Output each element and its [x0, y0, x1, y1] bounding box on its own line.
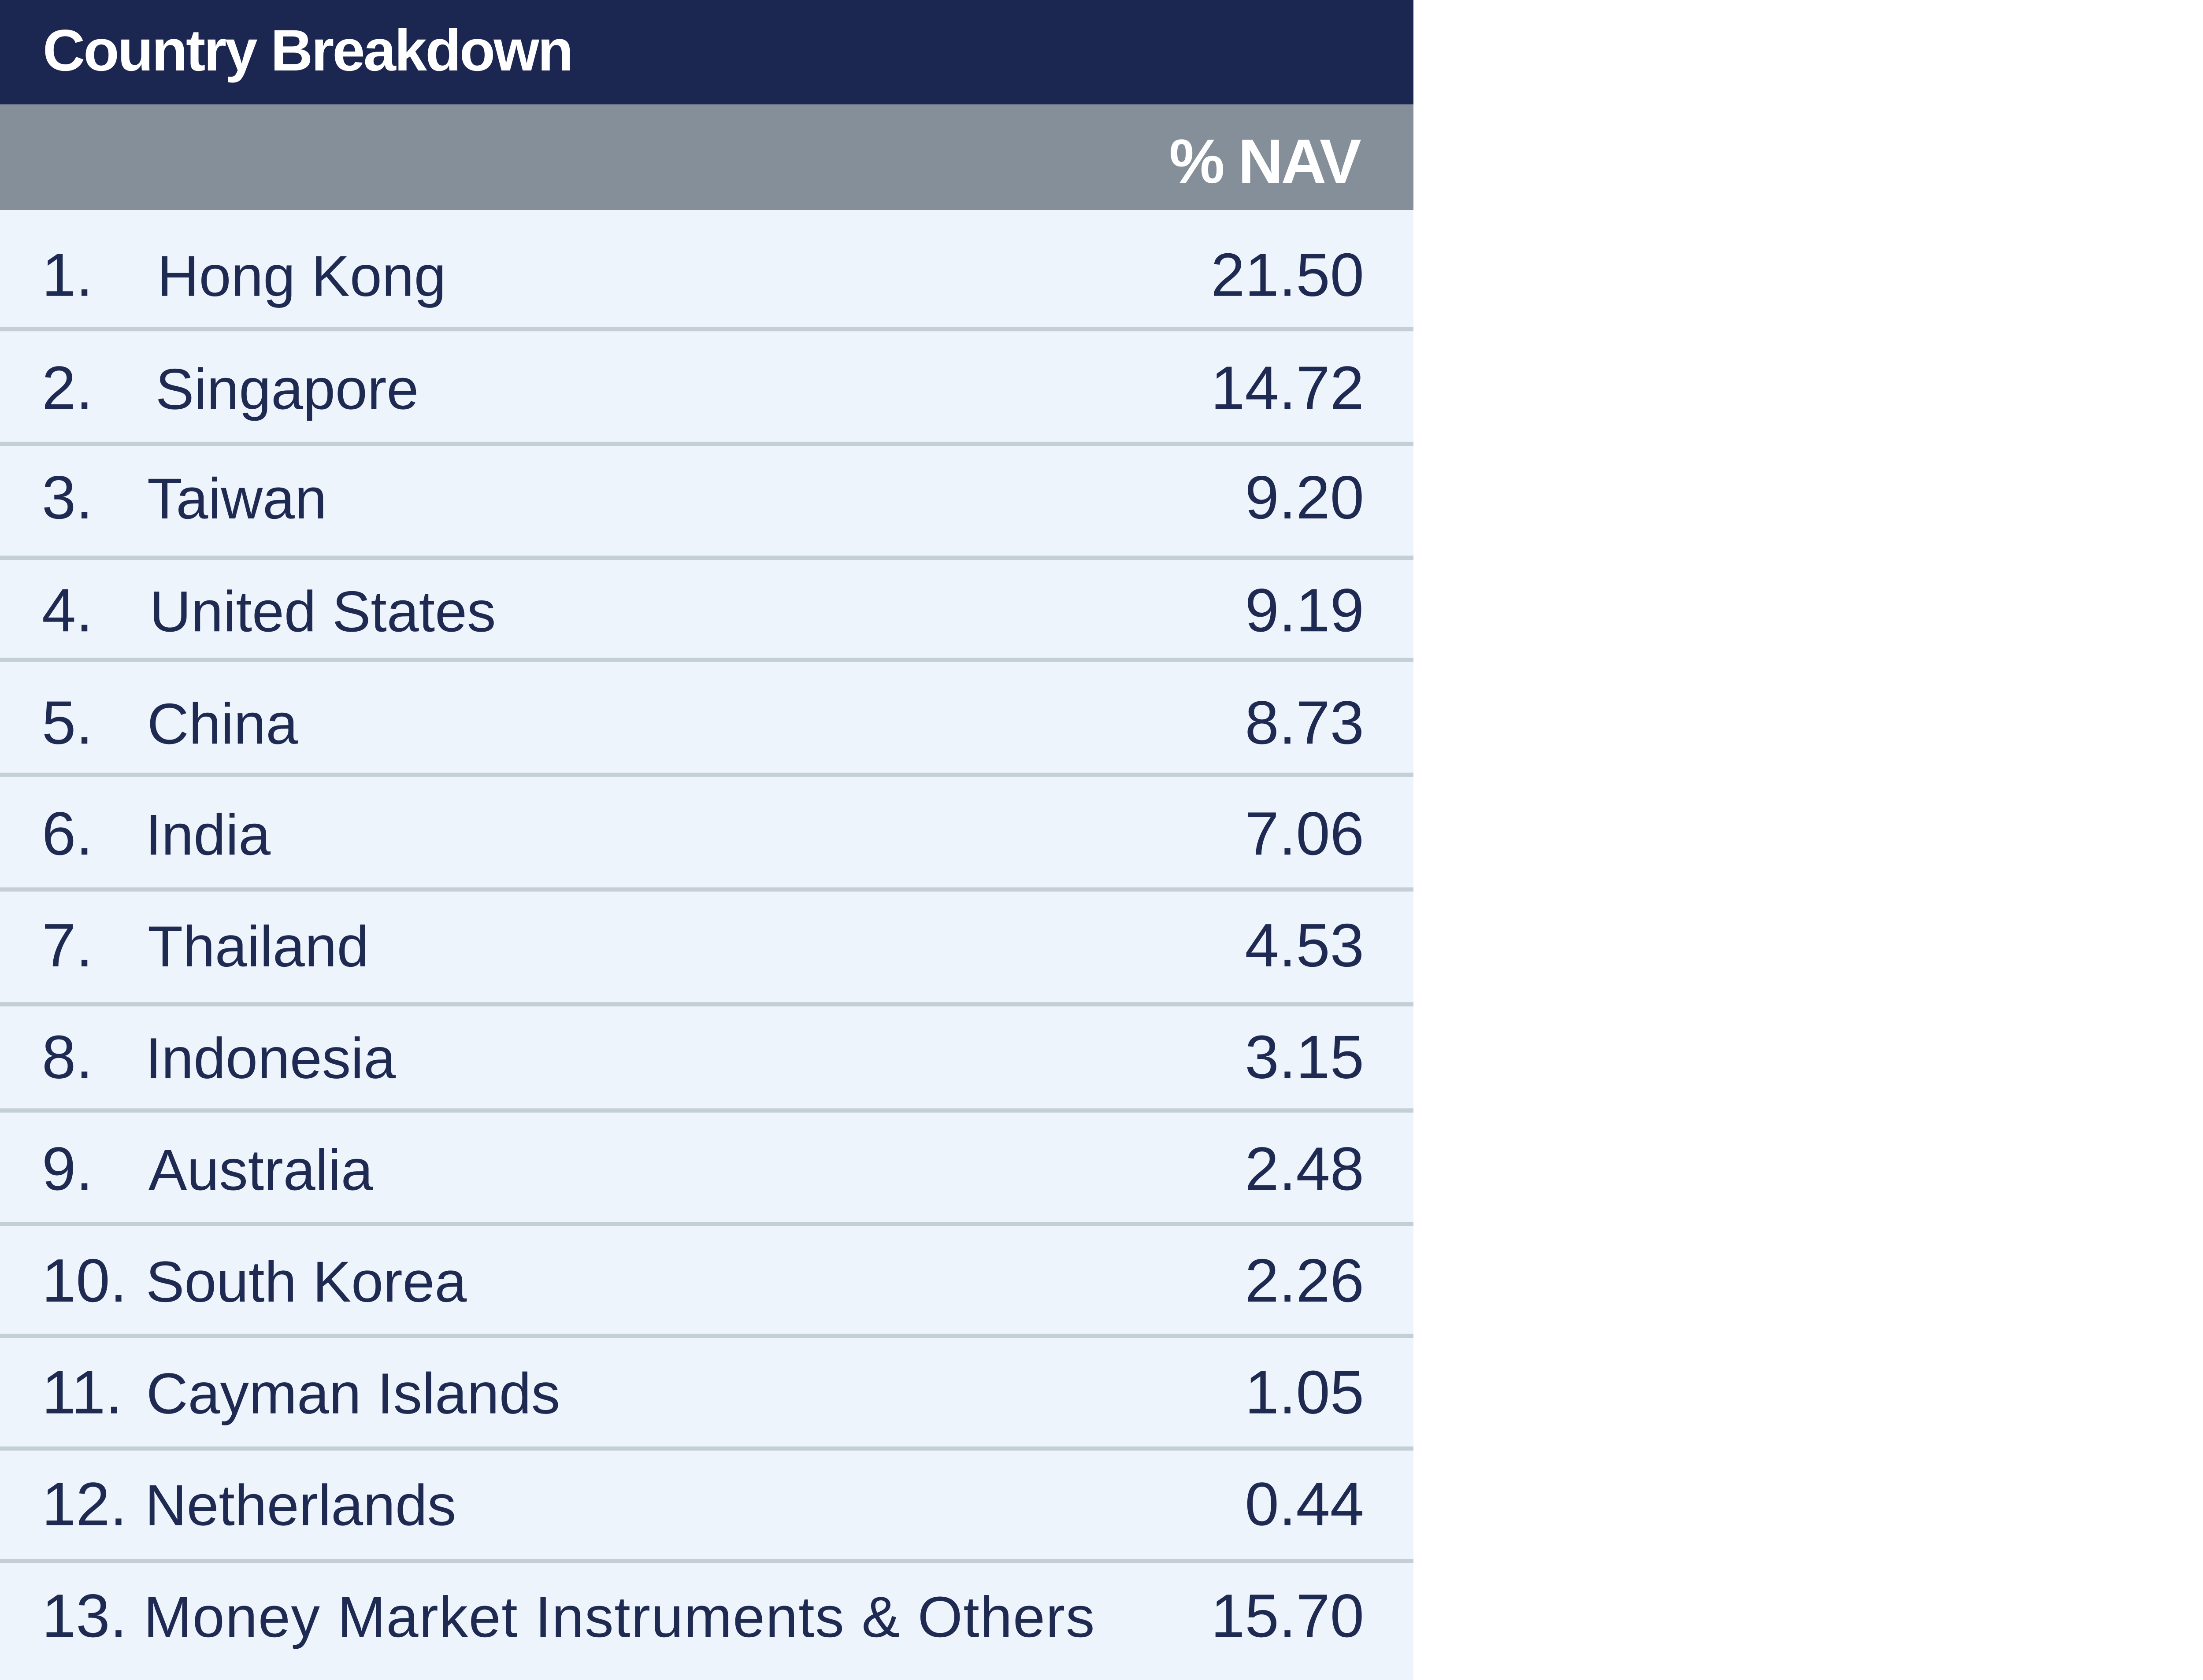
svg-text:4.: 4.	[42, 576, 93, 644]
svg-text:21.50: 21.50	[1211, 241, 1364, 309]
svg-text:1.05: 1.05	[1245, 1358, 1364, 1427]
svg-text:15.70: 15.70	[1211, 1582, 1364, 1650]
svg-text:Money Market Instruments & Oth: Money Market Instruments & Others	[144, 1584, 1095, 1649]
svg-text:1.: 1.	[42, 241, 93, 309]
svg-text:Country Breakdown: Country Breakdown	[43, 18, 572, 83]
svg-text:% NAV: % NAV	[1169, 126, 1361, 196]
svg-text:2.48: 2.48	[1245, 1135, 1364, 1203]
svg-text:9.: 9.	[42, 1135, 93, 1203]
svg-text:14.72: 14.72	[1211, 354, 1364, 422]
svg-text:China: China	[147, 691, 298, 756]
svg-text:13.: 13.	[42, 1582, 127, 1650]
svg-text:India: India	[145, 802, 271, 867]
svg-text:2.26: 2.26	[1245, 1247, 1364, 1315]
svg-text:12.: 12.	[42, 1470, 127, 1538]
svg-text:11.: 11.	[42, 1358, 122, 1427]
svg-text:Netherlands: Netherlands	[145, 1473, 456, 1537]
svg-text:Taiwan: Taiwan	[147, 466, 327, 531]
svg-text:10.: 10.	[42, 1247, 127, 1315]
svg-text:5.: 5.	[42, 688, 93, 757]
svg-text:9.19: 9.19	[1245, 576, 1364, 644]
svg-text:3.: 3.	[42, 463, 93, 532]
svg-text:Cayman Islands: Cayman Islands	[146, 1361, 560, 1426]
svg-text:Thailand: Thailand	[148, 914, 369, 979]
svg-text:8.73: 8.73	[1245, 688, 1364, 757]
svg-text:7.: 7.	[42, 911, 93, 980]
svg-text:Australia: Australia	[148, 1137, 373, 1202]
svg-text:Hong Kong: Hong Kong	[157, 244, 446, 308]
svg-text:South Korea: South Korea	[146, 1249, 467, 1314]
svg-text:7.06: 7.06	[1245, 799, 1364, 868]
svg-text:8.: 8.	[42, 1023, 93, 1092]
svg-text:United States: United States	[149, 579, 496, 644]
svg-text:2.: 2.	[42, 354, 93, 422]
svg-text:9.20: 9.20	[1245, 463, 1364, 532]
svg-text:4.53: 4.53	[1245, 911, 1364, 980]
svg-text:3.15: 3.15	[1245, 1023, 1364, 1092]
svg-text:0.44: 0.44	[1245, 1470, 1364, 1538]
svg-text:Indonesia: Indonesia	[145, 1026, 396, 1091]
svg-text:Singapore: Singapore	[156, 356, 419, 421]
svg-text:6.: 6.	[42, 799, 93, 868]
